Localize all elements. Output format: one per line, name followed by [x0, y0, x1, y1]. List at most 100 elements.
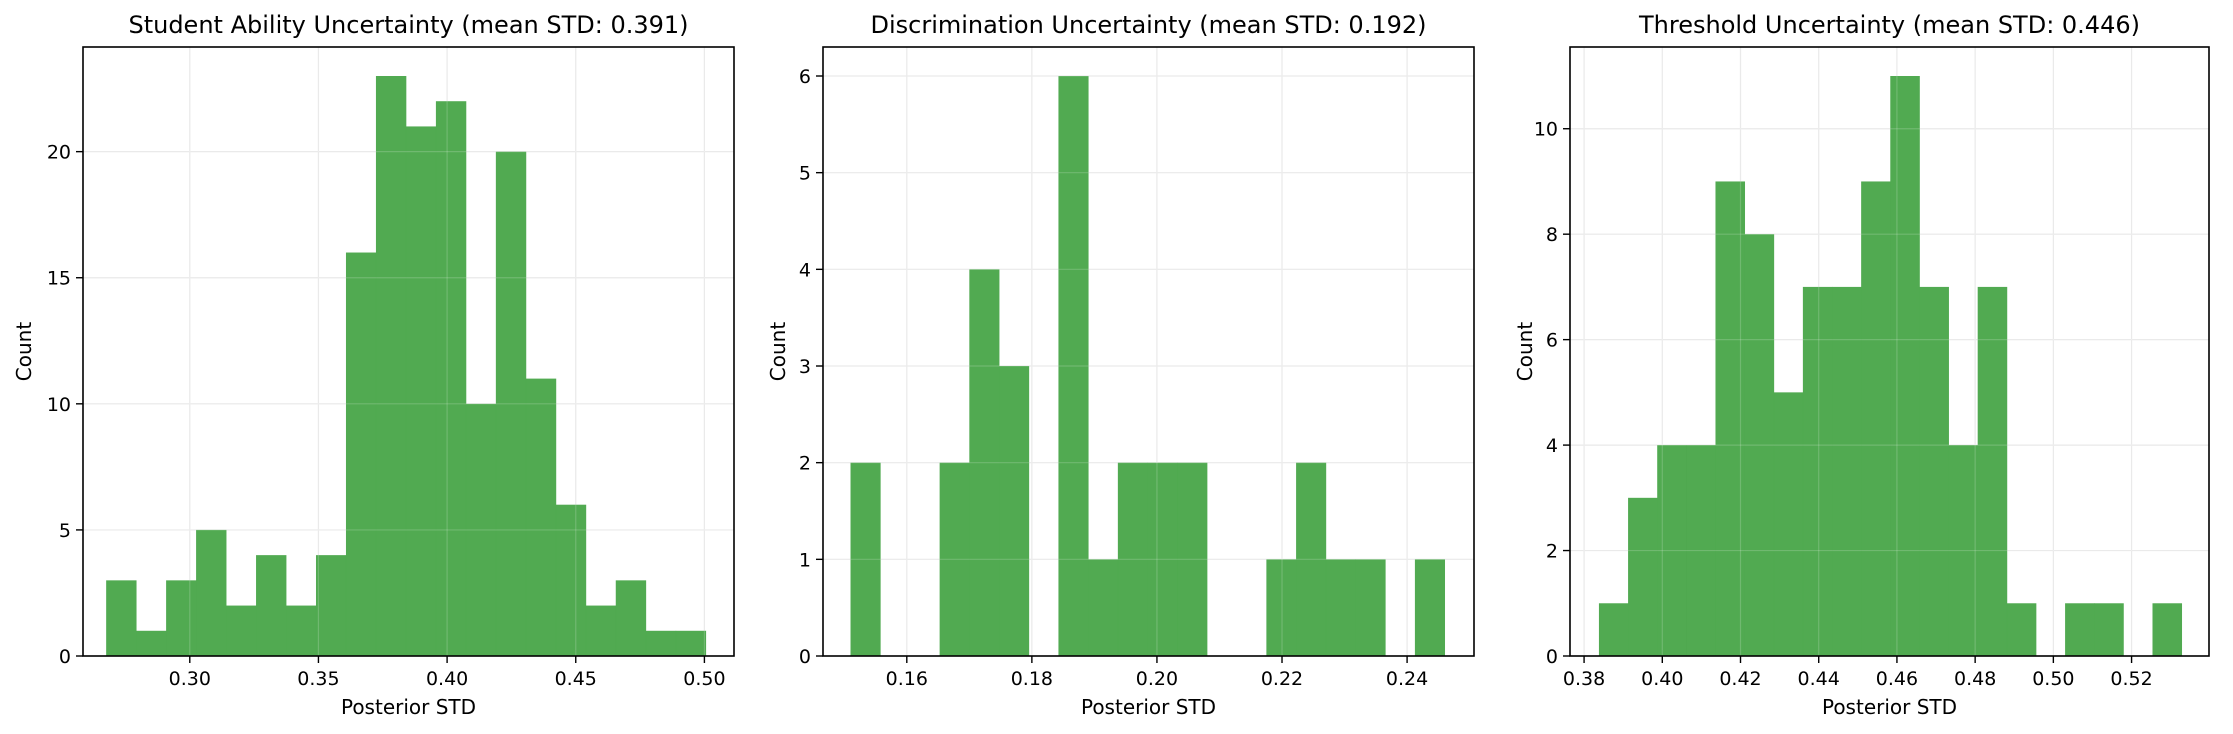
y-tick-label: 5	[59, 520, 71, 542]
histogram-bar	[2094, 603, 2124, 656]
x-tick-label: 0.42	[1719, 668, 1761, 690]
histogram-bar	[1715, 181, 1746, 657]
y-tick-label: 2	[1546, 541, 1558, 563]
y-tick-label: 1	[799, 549, 811, 571]
y-tick-label: 10	[47, 394, 71, 416]
x-tick-label: 0.16	[886, 668, 928, 690]
x-axis-label: Posterior STD	[1081, 695, 1216, 719]
histogram-bar	[675, 630, 707, 656]
histogram-bar	[495, 151, 527, 657]
histogram-bar	[1948, 445, 1979, 656]
histogram-bar	[1773, 392, 1804, 656]
x-tick-label: 0.35	[297, 668, 339, 690]
y-tick-label: 0	[799, 646, 811, 668]
x-axis-label: Posterior STD	[1822, 695, 1957, 719]
x-tick-label: 0.22	[1261, 668, 1303, 690]
x-axis-label: Posterior STD	[341, 695, 476, 719]
x-tick-label: 0.38	[1563, 668, 1605, 690]
histogram-bar	[256, 555, 287, 656]
x-tick-label: 0.52	[2110, 668, 2152, 690]
histogram-bar	[286, 605, 317, 656]
histogram-bar	[585, 605, 617, 656]
histogram-bar	[1628, 497, 1658, 656]
chart-title: Threshold Uncertainty (mean STD: 0.446)	[1638, 11, 2140, 39]
y-tick-label: 3	[799, 356, 811, 378]
x-tick-label: 0.48	[1954, 668, 1996, 690]
y-tick-label: 8	[1546, 224, 1558, 246]
axes-frame	[82, 46, 735, 657]
histogram-bar	[1832, 286, 1862, 656]
histogram-bar	[850, 462, 881, 656]
y-tick-label: 4	[799, 259, 811, 281]
histogram-bar	[2152, 603, 2183, 656]
histogram-bar	[136, 630, 167, 656]
y-tick-label: 0	[59, 646, 71, 668]
y-tick-label: 15	[47, 268, 71, 290]
histogram-student-ability: 0.30 0.35 0.40 0.45 0.50 0 5 10 15 20 Student Abil…	[12, 11, 735, 719]
histogram-bar	[555, 504, 587, 656]
x-tick-label: 0.50	[683, 668, 725, 690]
histogram-bar	[405, 126, 437, 656]
histogram-bar	[645, 630, 677, 656]
histogram-bar	[1266, 559, 1297, 656]
chart-title: Student Ability Uncertainty (mean STD: 0…	[128, 11, 688, 39]
histogram-bar	[1177, 462, 1208, 656]
x-tick-label: 0.44	[1798, 668, 1840, 690]
histogram-bar	[106, 580, 137, 656]
histogram-threshold: 0.38 0.40 0.42 0.44 0.46 0.48 0.50 0.52 0 2 4 6 8 10 T…	[1513, 11, 2210, 719]
axes-frame	[1569, 46, 2210, 657]
histogram-bar	[939, 462, 970, 656]
histogram-bar	[1414, 559, 1446, 656]
y-tick-label: 0	[1546, 646, 1558, 668]
histogram-bar	[1744, 234, 1775, 656]
histogram-bar	[1058, 76, 1089, 656]
y-tick-label: 20	[47, 142, 71, 164]
histogram-bar	[315, 555, 347, 656]
y-tick-label: 10	[1534, 119, 1558, 141]
histogram-bar	[345, 252, 377, 657]
axes-frame	[822, 46, 1475, 657]
histogram-bar	[435, 101, 467, 656]
y-axis-label: Count	[12, 322, 36, 382]
x-tick-label: 0.50	[2032, 668, 2074, 690]
histogram-bar	[465, 403, 497, 656]
histogram-bar	[525, 378, 557, 656]
histogram-bar	[1861, 181, 1891, 657]
histogram-bar	[1890, 76, 1920, 656]
x-tick-label: 0.18	[1011, 668, 1053, 690]
histogram-bar	[1977, 286, 2008, 656]
y-tick-label: 5	[799, 163, 811, 185]
histogram-bar	[2065, 603, 2095, 656]
histogram-bar	[1147, 462, 1178, 656]
histogram-bar	[1686, 445, 1716, 656]
histogram-bar	[615, 580, 647, 656]
histogram-bar	[226, 605, 257, 656]
y-tick-label: 6	[1546, 330, 1558, 352]
histogram-bar	[1802, 286, 1833, 656]
histogram-bar	[1919, 286, 1949, 656]
y-tick-label: 6	[799, 66, 811, 88]
y-tick-label: 4	[1546, 435, 1558, 457]
x-tick-label: 0.46	[1876, 668, 1918, 690]
histogram-bar	[1325, 559, 1356, 656]
histogram-discrimination: 0.16 0.18 0.20 0.22 0.24 0 1 2 3 4 5 6 Discriminatio…	[766, 11, 1475, 719]
histogram-bar	[196, 529, 227, 656]
y-tick-label: 2	[799, 453, 811, 475]
histogram-bar	[1657, 445, 1687, 656]
y-axis-label: Count	[766, 322, 790, 382]
histogram-bar	[969, 269, 1000, 656]
histogram-bar	[1117, 462, 1148, 656]
histogram-bar	[166, 580, 197, 656]
x-tick-label: 0.30	[169, 668, 211, 690]
histogram-bar	[1296, 462, 1327, 656]
x-tick-label: 0.40	[426, 668, 468, 690]
x-tick-label: 0.40	[1641, 668, 1683, 690]
chart-title: Discrimination Uncertainty (mean STD: 0.…	[870, 11, 1426, 39]
x-tick-label: 0.45	[555, 668, 597, 690]
histogram-bar	[2006, 603, 2037, 656]
y-axis-label: Count	[1513, 322, 1537, 382]
histogram-bar	[1088, 559, 1119, 656]
histogram-bar	[1355, 559, 1386, 656]
histogram-bar	[999, 366, 1030, 656]
